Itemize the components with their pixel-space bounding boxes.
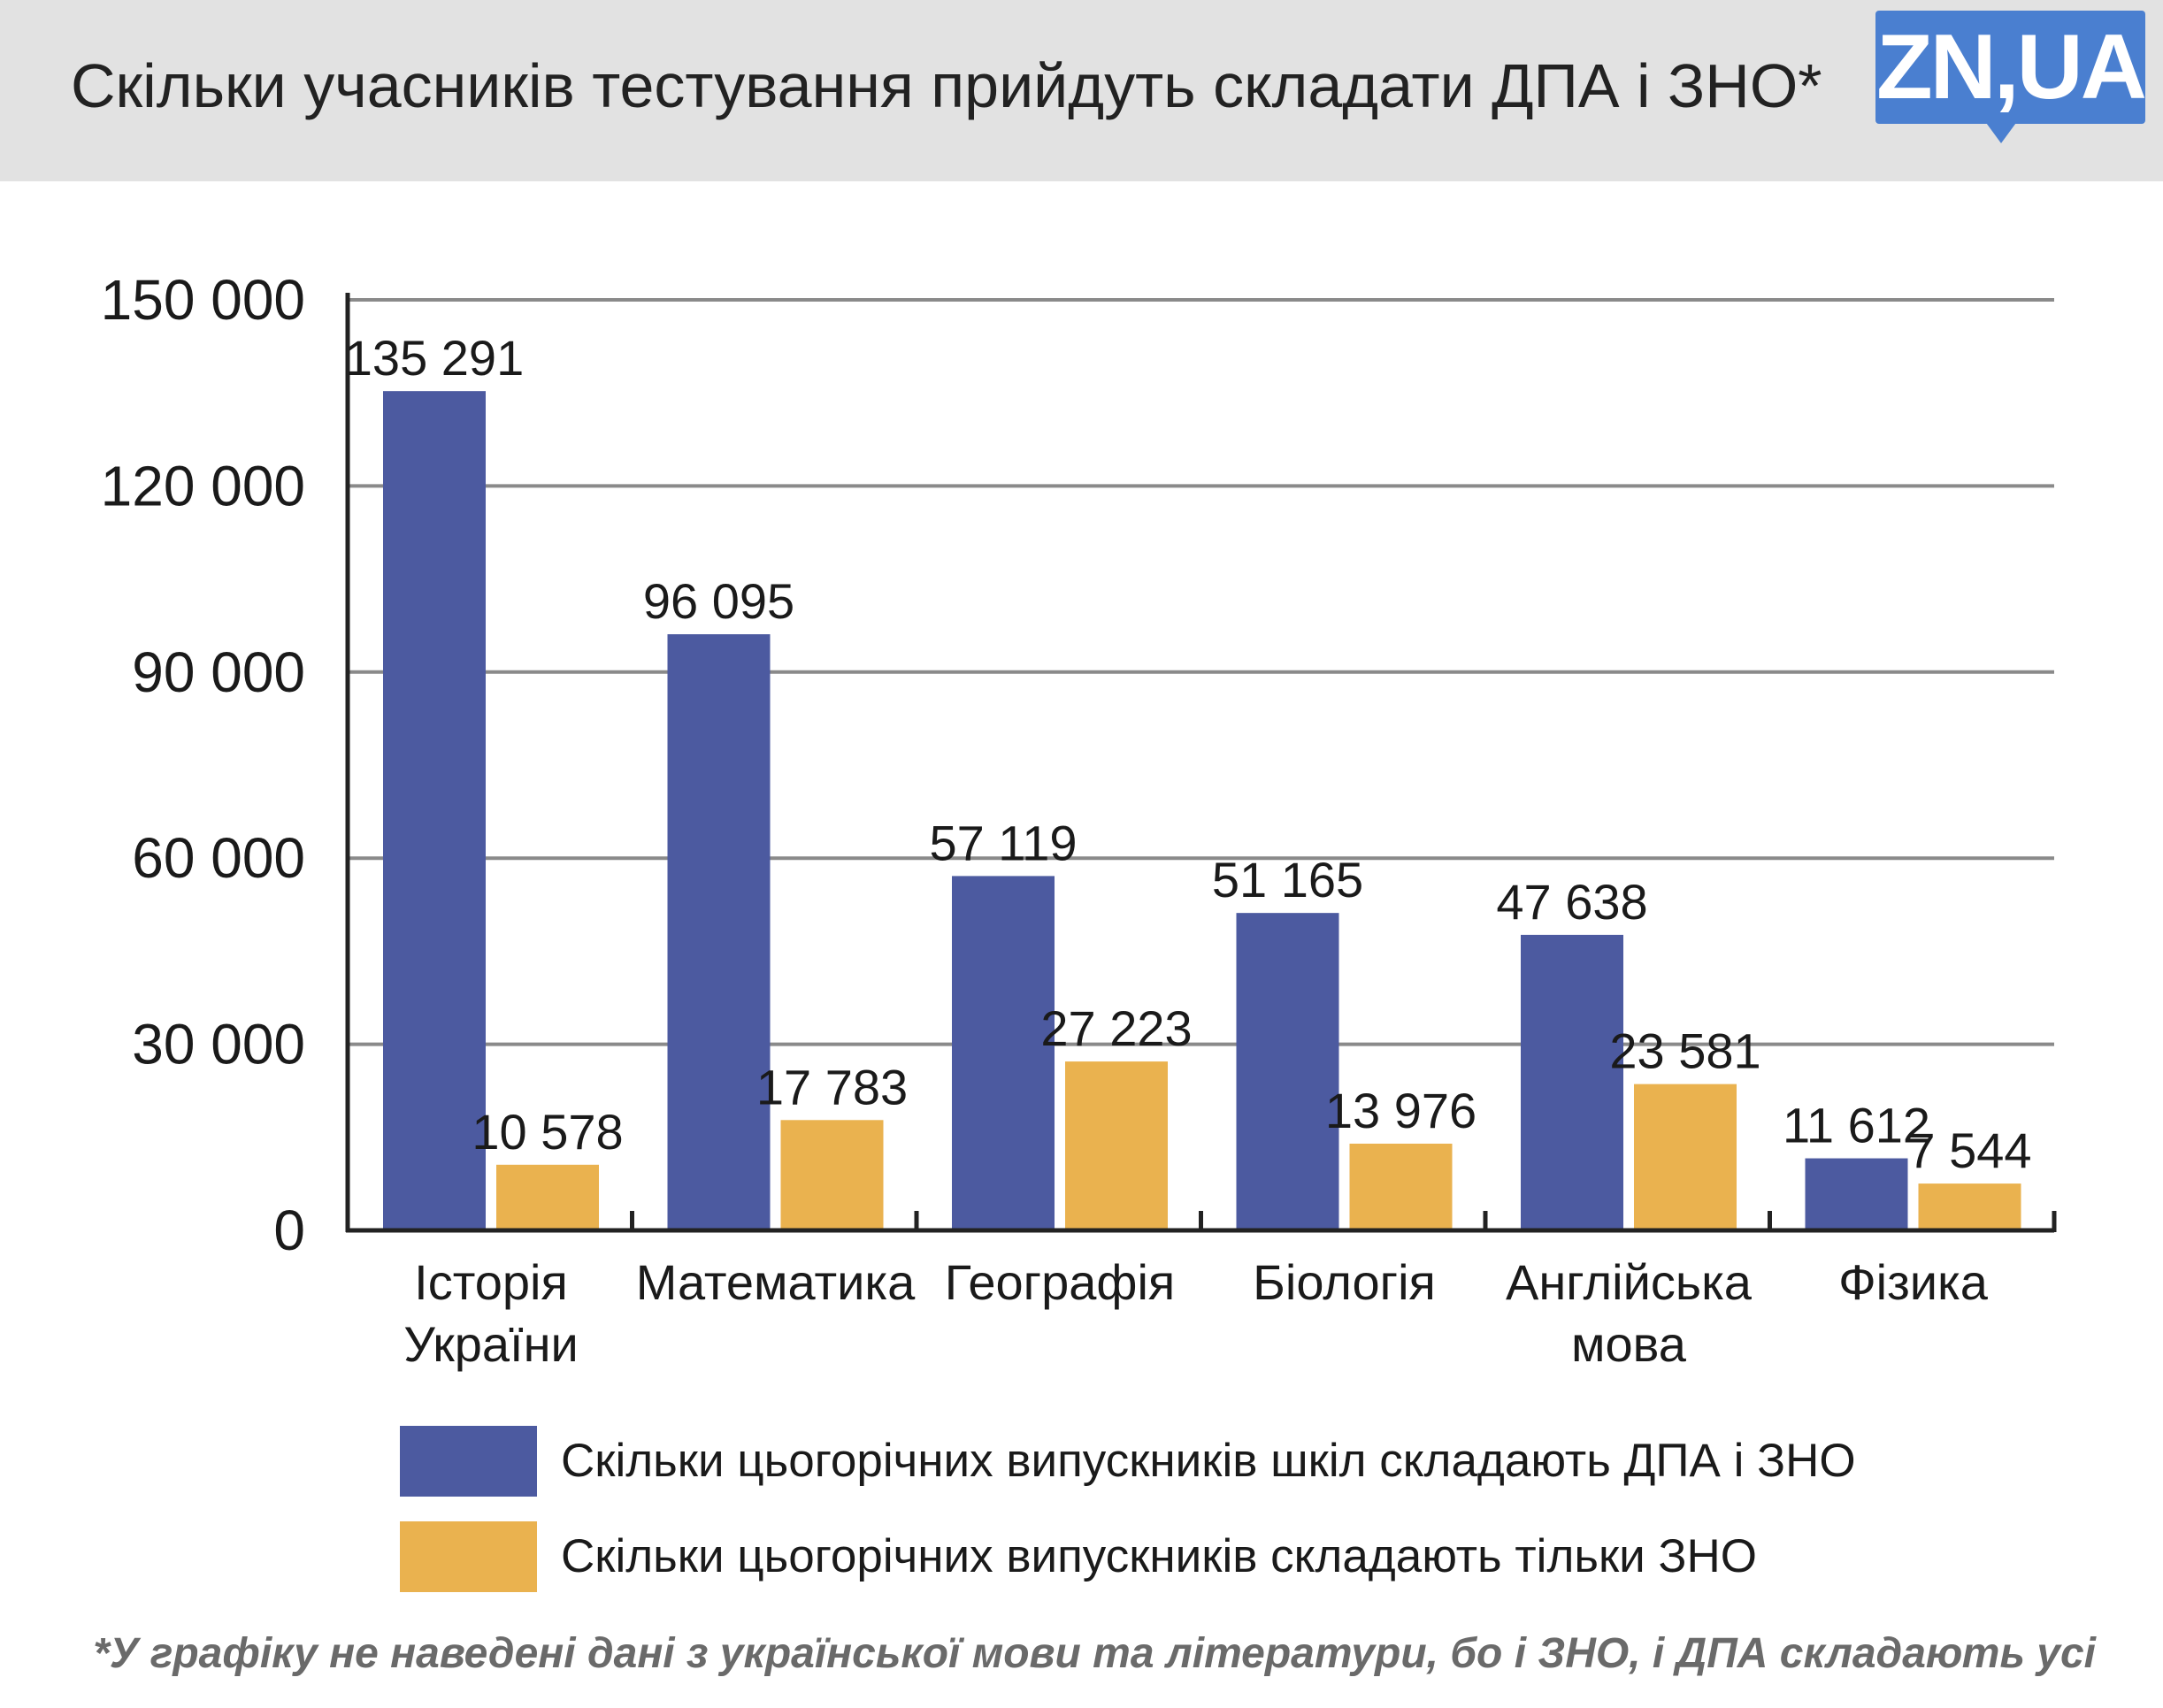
y-tick-label: 150 000 [101, 268, 305, 332]
bar-value-label: 23 581 [1609, 1023, 1760, 1079]
chart-labels: 0 30 000 60 000 90 000 120 000 150 000 135 291… [101, 268, 2032, 1372]
footnote: *У графіку не наведені дані з українсько… [93, 1630, 2096, 1677]
x-category-label: мова [1571, 1316, 1687, 1372]
logo-box [1875, 11, 2145, 124]
zn-ua-logo: ZN,UA [1875, 11, 2147, 143]
bar [1634, 1084, 1737, 1230]
legend-swatch-zno-only [400, 1521, 537, 1592]
logo-text: ZN,UA [1876, 16, 2147, 119]
bar-value-label: 7 544 [1907, 1122, 2031, 1178]
y-tick-label: 60 000 [132, 826, 305, 890]
bar-value-label: 57 119 [929, 815, 1077, 870]
bar [1065, 1061, 1168, 1230]
chart-bars [383, 391, 2021, 1230]
header-bar: Скільки учасників тестування прийдуть ск… [0, 0, 2163, 181]
bar-value-label: 96 095 [643, 573, 794, 629]
bar [496, 1164, 599, 1230]
bar-value-label: 47 638 [1496, 874, 1647, 930]
bar-value-label: 10 578 [472, 1104, 623, 1160]
legend-label-dpa-zno: Скільки цьогорічних випускників шкіл скл… [561, 1435, 1856, 1487]
x-category-label: Географія [945, 1254, 1175, 1310]
legend-label-zno-only: Скільки цьогорічних випускників складают… [561, 1530, 1758, 1582]
x-category-label: України [403, 1316, 579, 1372]
bar [780, 1120, 884, 1230]
y-tick-label: 0 [273, 1199, 305, 1262]
logo-speech-tail [1982, 117, 2021, 143]
x-category-label: Математика [636, 1254, 916, 1310]
bar [1805, 1158, 1908, 1230]
x-category-label: Історія [414, 1254, 568, 1310]
bar-value-label: 51 165 [1212, 852, 1363, 908]
bar-value-label: 135 291 [345, 330, 524, 386]
bar-value-label: 13 976 [1325, 1083, 1477, 1138]
y-tick-label: 90 000 [132, 640, 305, 704]
page-title: Скільки учасників тестування прийдуть ск… [71, 51, 1822, 120]
y-tick-label: 120 000 [101, 454, 305, 517]
legend-swatch-dpa-zno [400, 1426, 537, 1497]
bar [1918, 1183, 2021, 1230]
bar [1521, 934, 1623, 1230]
chart-axes [345, 293, 2057, 1233]
bar [383, 391, 486, 1230]
bar [1349, 1143, 1453, 1230]
chart-gridlines [348, 298, 2054, 1046]
bar-value-label: 17 783 [756, 1059, 908, 1114]
bar-value-label: 11 612 [1783, 1098, 1930, 1153]
bar [952, 876, 1055, 1230]
bar [667, 634, 771, 1230]
x-category-label: Англійська [1506, 1254, 1753, 1310]
bar-value-label: 27 223 [1040, 1000, 1192, 1056]
x-category-label: Біологія [1253, 1254, 1436, 1310]
bar [1236, 913, 1339, 1230]
bar-chart: 0 30 000 60 000 90 000 120 000 150 000 135 291… [101, 268, 2057, 1372]
y-tick-label: 30 000 [132, 1013, 305, 1076]
x-category-label: Фізика [1838, 1254, 1989, 1310]
